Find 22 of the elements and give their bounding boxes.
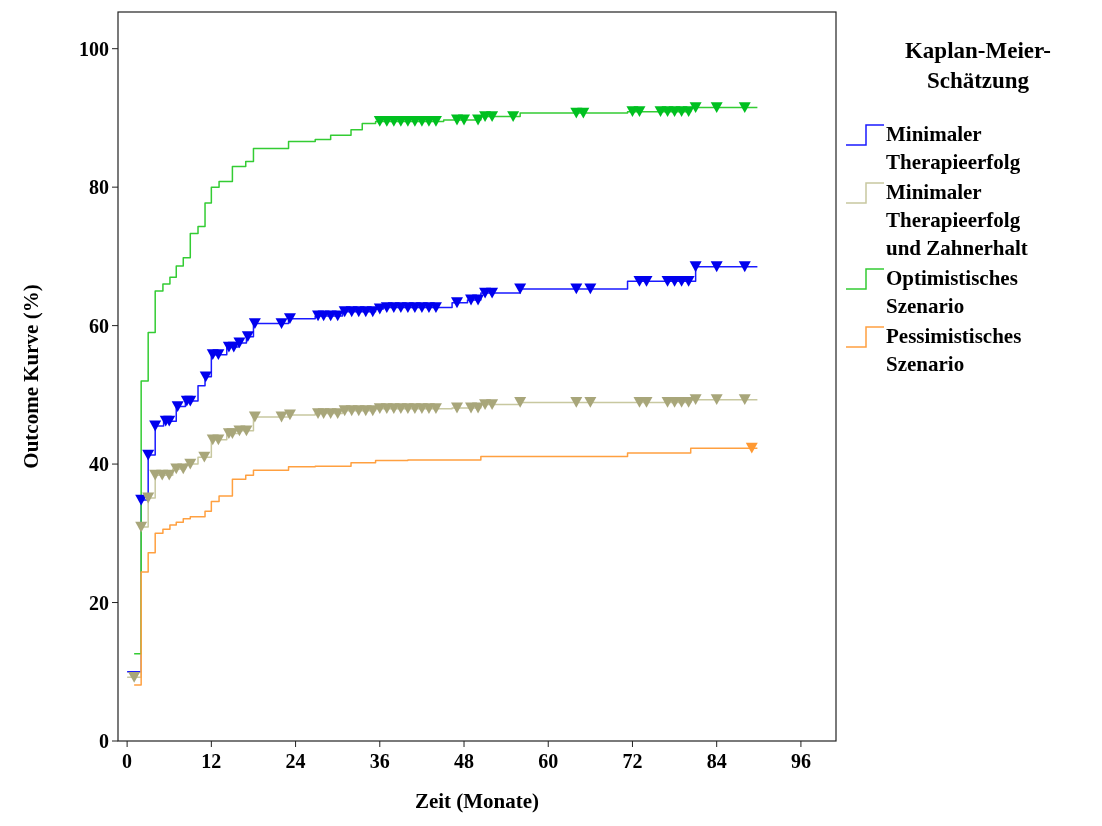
x-tick-label: 84 bbox=[706, 750, 727, 772]
x-tick-label: 48 bbox=[454, 750, 475, 772]
y-axis-title: Outcome Kurve (%) bbox=[19, 284, 43, 469]
x-tick-label: 60 bbox=[538, 750, 559, 772]
x-tick-label: 96 bbox=[790, 750, 811, 772]
x-axis-title: Zeit (Monate) bbox=[414, 789, 540, 813]
y-tick-label: 60 bbox=[89, 314, 109, 337]
y-tick-label: 40 bbox=[89, 453, 109, 476]
legend-label: Minimaler Therapieerfolg und Zahnerhalt bbox=[886, 180, 1028, 260]
legend-label: Optimistisches Szenario bbox=[886, 266, 1018, 318]
y-tick-label: 20 bbox=[89, 591, 109, 614]
legend-label: Minimaler Therapieerfolg bbox=[886, 122, 1021, 174]
y-tick-label: 100 bbox=[79, 37, 109, 60]
x-tick-label: 72 bbox=[622, 750, 643, 772]
y-tick-label: 0 bbox=[99, 730, 109, 752]
y-tick-label: 80 bbox=[89, 176, 109, 199]
x-tick-label: 36 bbox=[369, 750, 390, 772]
legend-label: Pessimistisches Szenario bbox=[886, 324, 1022, 376]
x-tick-label: 24 bbox=[285, 750, 306, 772]
x-tick-label: 12 bbox=[201, 750, 222, 772]
legend-title: Kaplan-Meier-Schätzung bbox=[904, 38, 1052, 93]
x-tick-label: 0 bbox=[122, 750, 133, 772]
